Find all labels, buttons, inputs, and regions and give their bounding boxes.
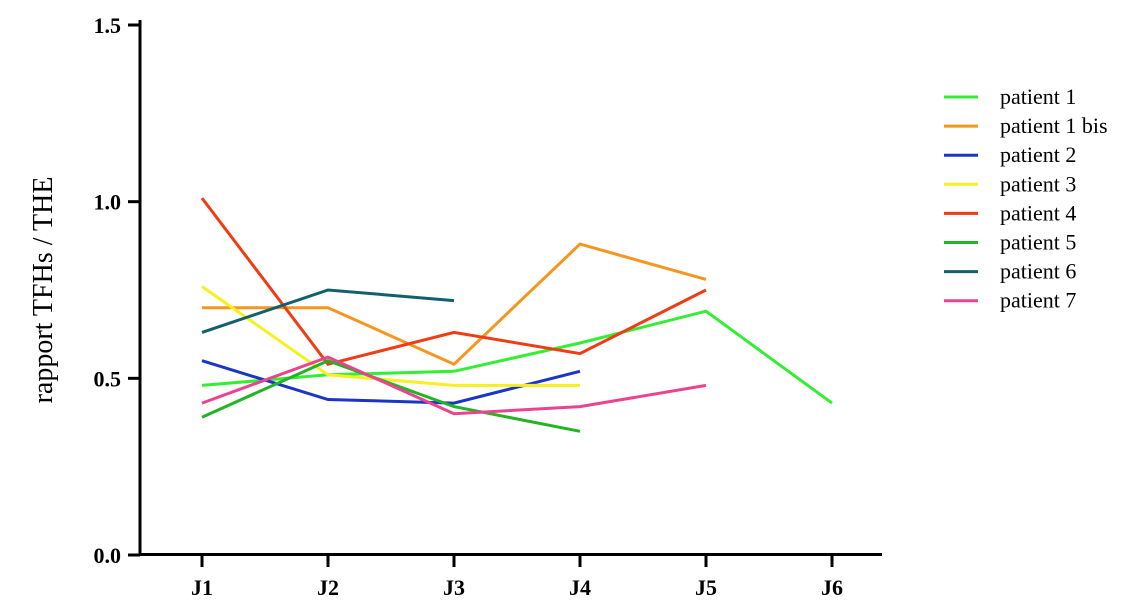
- legend-label: patient 4: [1000, 200, 1076, 225]
- y-tick-label: 1.5: [94, 13, 122, 38]
- series-line-patient-4: [200, 197, 707, 366]
- y-axis-label: rapport TFHs / THE: [28, 177, 59, 404]
- legend-label: patient 1: [1000, 84, 1076, 109]
- series-line-patient-6: [201, 288, 455, 334]
- legend: patient 1 patient 1 bis patient 2 patient 3…: [944, 84, 1108, 313]
- legend-label: patient 3: [1000, 171, 1076, 196]
- x-ticks: J1 J2 J3 J4 J5 J6: [191, 555, 843, 600]
- x-tick-label: J1: [191, 575, 213, 600]
- legend-label: patient 1 bis: [1000, 113, 1108, 138]
- x-tick-label: J3: [443, 575, 465, 600]
- series-group: [200, 197, 833, 433]
- x-tick-label: J4: [569, 575, 591, 600]
- y-ticks: 0.0 0.5 1.0 1.5: [94, 13, 140, 568]
- series-line-patient-3: [201, 285, 580, 387]
- series-line-patient-1-bis: [202, 242, 707, 366]
- x-tick-label: J5: [695, 575, 717, 600]
- y-tick-label: 0.0: [94, 543, 122, 568]
- y-tick-label: 1.0: [94, 190, 122, 215]
- legend-label: patient 5: [1000, 230, 1076, 255]
- y-tick-label: 0.5: [94, 366, 122, 391]
- x-tick-label: J6: [821, 575, 843, 600]
- series-line-patient-7: [201, 355, 707, 416]
- series-line-patient-1: [201, 309, 833, 405]
- legend-label: patient 6: [1000, 259, 1076, 284]
- legend-label: patient 2: [1000, 142, 1076, 167]
- x-tick-label: J2: [317, 575, 339, 600]
- series-line-patient-5: [201, 359, 581, 433]
- legend-label: patient 7: [1000, 288, 1076, 313]
